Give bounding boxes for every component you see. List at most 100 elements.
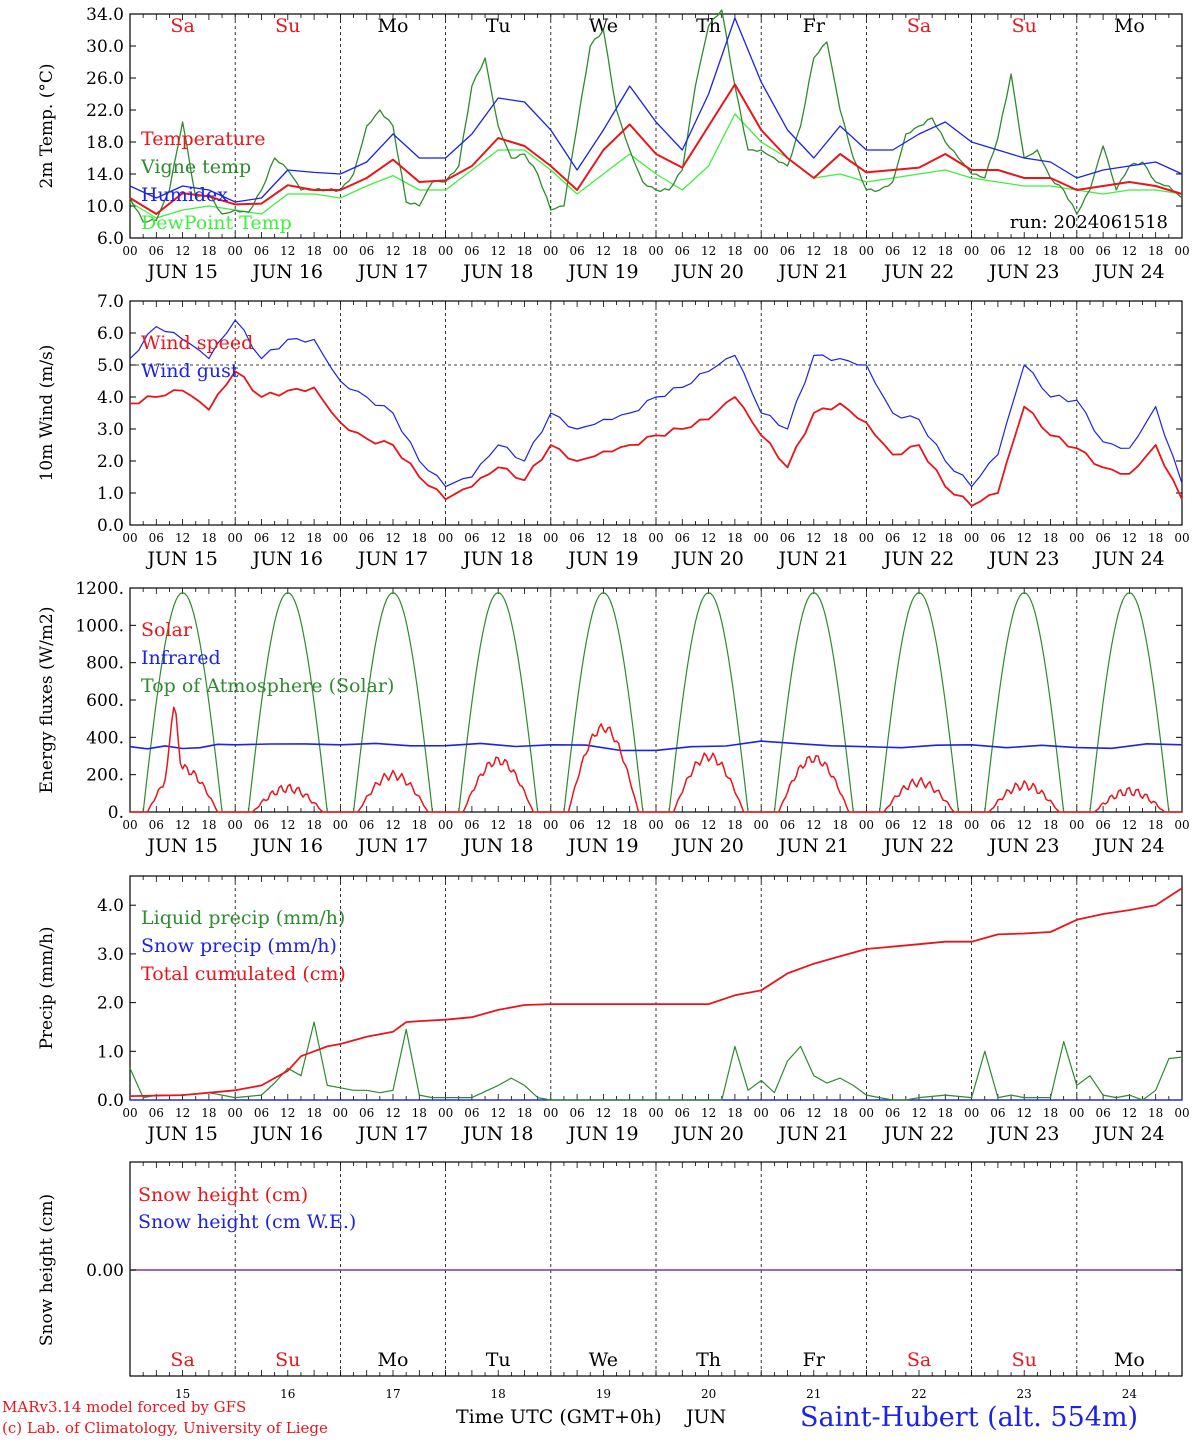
hour-tick-label: 06	[464, 1106, 479, 1120]
date-label: JUN 22	[882, 261, 954, 283]
y-axis-label: Energy fluxes (W/m2)	[37, 607, 57, 794]
series-line-temperature	[129, 83, 1183, 215]
hour-tick-label: 00	[754, 531, 769, 545]
hour-tick-label: 00	[333, 818, 348, 832]
date-label: JUN 18	[461, 261, 533, 283]
hour-tick-label: 00	[648, 818, 663, 832]
station-label: Saint-Hubert (alt. 554m)	[800, 1402, 1139, 1433]
hour-tick-label: 06	[990, 818, 1005, 832]
hour-tick-label: 18	[201, 244, 216, 258]
hour-tick-label: 18	[517, 1106, 532, 1120]
date-label: JUN 17	[356, 261, 428, 283]
hour-tick-label: 12	[701, 531, 716, 545]
hour-tick-label: 06	[359, 818, 374, 832]
hour-tick-label: 06	[885, 244, 900, 258]
hour-tick-label: 00	[859, 1106, 874, 1120]
hour-tick-label: 06	[254, 244, 269, 258]
y-tick-label: 3.0	[97, 420, 124, 440]
hour-tick-label: 12	[596, 1106, 611, 1120]
y-tick-label: 4.0	[97, 896, 124, 916]
y-tick-label: 5.0	[97, 356, 124, 376]
month-label: JUN	[686, 1406, 727, 1428]
hour-tick-label: 00	[1174, 818, 1189, 832]
y-tick-label: 22.0	[86, 101, 124, 121]
legend-entry: Temperature	[141, 128, 265, 150]
y-tick-label: 10.0	[86, 197, 124, 217]
hour-tick-label: 12	[911, 818, 926, 832]
legend-entry: Infrared	[141, 647, 221, 669]
weekday-label: Su	[1012, 1349, 1037, 1371]
hour-tick-label: 12	[1017, 244, 1032, 258]
weekday-label: Tu	[486, 15, 511, 37]
hour-tick-label: 00	[754, 818, 769, 832]
hour-tick-label: 06	[780, 818, 795, 832]
weekday-label: Sa	[170, 15, 194, 37]
weekday-label: Mo	[378, 15, 409, 37]
weekday-label: Th	[696, 1349, 721, 1371]
hour-tick-label: 18	[832, 531, 847, 545]
hour-tick-label: 00	[438, 1106, 453, 1120]
day-number-label: 16	[280, 1387, 295, 1401]
hour-tick-label: 00	[859, 818, 874, 832]
hour-tick-label: 12	[385, 1106, 400, 1120]
y-tick-label: 0.	[108, 803, 124, 823]
hour-tick-label: 12	[280, 531, 295, 545]
hour-tick-label: 06	[254, 531, 269, 545]
y-tick-label: 0.0	[97, 1091, 124, 1111]
weekday-label: Sa	[170, 1349, 194, 1371]
date-label: JUN 23	[987, 1123, 1059, 1145]
hour-tick-label: 00	[859, 244, 874, 258]
y-tick-label: 1200.	[75, 579, 124, 599]
panel-energy: 00 06 12 18 JUN 15 00 06 12 18 JUN 16 00 06 12 18 JUN …	[37, 579, 1190, 857]
model-credit-line-1: MARv3.14 model forced by GFS	[2, 1398, 247, 1416]
hour-tick-label: 06	[569, 531, 584, 545]
date-label: JUN 20	[671, 835, 743, 857]
y-tick-label: 1000.	[75, 616, 124, 636]
hour-tick-label: 18	[832, 818, 847, 832]
hour-tick-label: 18	[622, 1106, 637, 1120]
hour-tick-label: 18	[412, 531, 427, 545]
hour-tick-label: 12	[911, 244, 926, 258]
hour-tick-label: 06	[885, 818, 900, 832]
series-line-dewpoint-temp	[129, 113, 1183, 219]
hour-tick-label: 00	[648, 1106, 663, 1120]
hour-tick-label: 06	[990, 244, 1005, 258]
hour-tick-label: 12	[596, 818, 611, 832]
date-label: JUN 16	[251, 835, 323, 857]
hour-tick-label: 12	[596, 531, 611, 545]
hour-tick-label: 00	[543, 531, 558, 545]
legend-entry: Total cumulated (cm)	[141, 963, 346, 985]
hour-tick-label: 12	[491, 1106, 506, 1120]
hour-tick-label: 18	[201, 1106, 216, 1120]
hour-tick-label: 18	[306, 818, 321, 832]
y-tick-label: 800.	[86, 654, 124, 674]
hour-tick-label: 18	[938, 818, 953, 832]
series-line-wind-gust	[129, 319, 1183, 488]
legend-entry: DewPoint Temp	[141, 212, 292, 234]
hour-tick-label: 06	[359, 531, 374, 545]
date-label: JUN 21	[777, 1123, 849, 1145]
hour-tick-label: 00	[754, 244, 769, 258]
hour-tick-label: 00	[333, 1106, 348, 1120]
y-tick-label: 2.0	[97, 994, 124, 1014]
date-label: JUN 23	[987, 261, 1059, 283]
hour-tick-label: 06	[464, 244, 479, 258]
date-label: JUN 23	[987, 835, 1059, 857]
hour-tick-label: 12	[280, 1106, 295, 1120]
y-tick-label: 1.0	[97, 484, 124, 504]
hour-tick-label: 18	[412, 244, 427, 258]
hour-tick-label: 12	[806, 818, 821, 832]
hour-tick-label: 00	[228, 1106, 243, 1120]
hour-tick-label: 06	[780, 244, 795, 258]
hour-tick-label: 12	[806, 1106, 821, 1120]
hour-tick-label: 12	[280, 244, 295, 258]
date-label: JUN 17	[356, 835, 428, 857]
weekday-label: Sa	[907, 1349, 931, 1371]
hour-tick-label: 06	[780, 1106, 795, 1120]
hour-tick-label: 18	[622, 244, 637, 258]
hour-tick-label: 06	[1095, 818, 1110, 832]
hour-tick-label: 00	[1069, 531, 1084, 545]
date-label: JUN 18	[461, 835, 533, 857]
date-label: JUN 15	[145, 1123, 217, 1145]
